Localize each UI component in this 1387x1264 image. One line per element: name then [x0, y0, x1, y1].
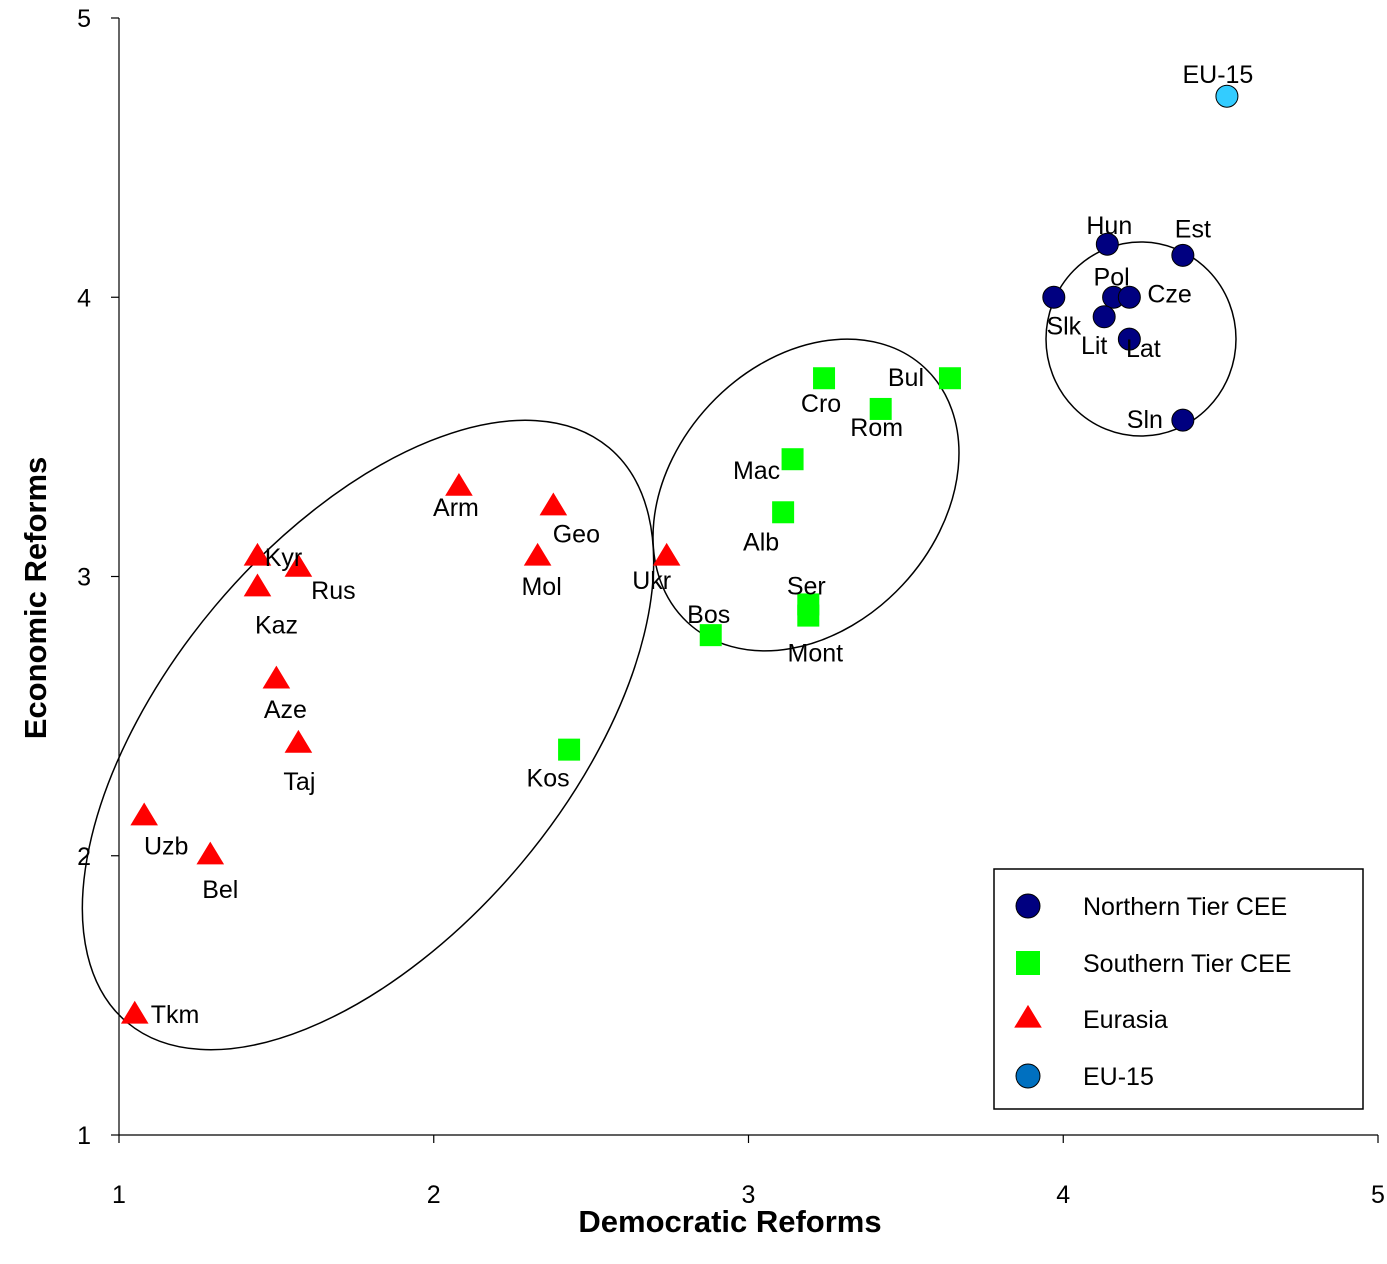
- data-point-est: [1171, 243, 1195, 267]
- point-label-lat: Lat: [1126, 335, 1161, 363]
- point-label-sln: Sln: [1127, 406, 1163, 434]
- legend-marker-2: [1014, 1004, 1042, 1028]
- legend-box: [993, 868, 1364, 1110]
- point-label-uzb: Uzb: [144, 833, 188, 861]
- y-tick-label: 2: [77, 843, 91, 871]
- data-point-rus: [284, 553, 313, 577]
- legend-marker-0: [1015, 893, 1041, 919]
- y-tick-label: 5: [77, 5, 91, 33]
- point-label-kaz: Kaz: [255, 612, 298, 640]
- data-point-mol: [523, 542, 552, 566]
- point-label-mac: Mac: [733, 457, 780, 485]
- legend-marker-1: [1016, 951, 1040, 975]
- x-tick-label: 1: [112, 1181, 126, 1209]
- x-tick-label: 5: [1371, 1181, 1385, 1209]
- data-point-bos: [699, 624, 722, 647]
- data-point-kos: [558, 738, 581, 761]
- y-tick-label: 4: [77, 284, 91, 312]
- point-label-bel: Bel: [202, 876, 238, 904]
- southern-tier-ellipse: [652, 338, 960, 652]
- eurasia-ellipse: [81, 419, 655, 1051]
- point-label-eu-15: EU-15: [1182, 61, 1253, 89]
- legend-label-0: Northern Tier CEE: [1083, 893, 1287, 921]
- point-label-arm: Arm: [433, 494, 479, 522]
- point-label-bul: Bul: [888, 364, 924, 392]
- point-label-est: Est: [1175, 215, 1211, 243]
- data-point-mont: [797, 604, 820, 627]
- x-tick-label: 4: [1056, 1181, 1070, 1209]
- point-label-lit: Lit: [1081, 332, 1107, 360]
- legend-label-2: Eurasia: [1083, 1006, 1168, 1034]
- data-point-uzb: [130, 802, 158, 826]
- data-point-hun: [1095, 232, 1119, 256]
- series-eu-15: [1215, 84, 1239, 108]
- point-label-kos: Kos: [527, 765, 570, 793]
- y-tick-label: 3: [77, 564, 91, 592]
- data-point-lit: [1092, 305, 1116, 329]
- point-label-slk: Slk: [1046, 312, 1081, 340]
- data-point-rom: [869, 397, 892, 420]
- data-point-ukr: [652, 542, 681, 566]
- data-point-cro: [813, 367, 836, 390]
- point-label-cze: Cze: [1147, 280, 1191, 308]
- data-point-cze: [1117, 285, 1141, 309]
- data-point-bul: [938, 367, 961, 390]
- legend: Northern Tier CEE Southern Tier CEE Eurasi…: [993, 868, 1364, 1110]
- data-point-slk: [1042, 285, 1066, 309]
- data-point-kyr: [243, 542, 272, 566]
- legend-label-3: EU-15: [1083, 1063, 1154, 1091]
- series-southern-tier-cee: [558, 367, 961, 761]
- point-label-alb: Alb: [743, 528, 779, 556]
- x-tick-label: 3: [742, 1181, 756, 1209]
- x-tick-label: 2: [427, 1181, 441, 1209]
- point-label-bos: Bos: [687, 601, 730, 629]
- x-axis-title: Democratic Reforms: [578, 1204, 881, 1239]
- data-point-eu-15: [1215, 84, 1239, 108]
- point-label-tkm: Tkm: [151, 1001, 200, 1029]
- data-points: [120, 84, 1239, 1024]
- northern-tier-ellipse: [1045, 241, 1237, 437]
- point-label-mol: Mol: [521, 573, 561, 601]
- y-tick-label: 1: [77, 1122, 91, 1150]
- series-eurasia: [120, 473, 681, 1024]
- data-point-alb: [772, 501, 795, 524]
- point-label-ser: Ser: [787, 572, 826, 600]
- point-label-ukr: Ukr: [632, 567, 671, 595]
- point-label-kyr: Kyr: [265, 544, 303, 572]
- data-point-geo: [539, 492, 568, 516]
- data-point-lat: [1117, 327, 1141, 351]
- point-label-cro: Cro: [801, 390, 841, 418]
- point-label-rom: Rom: [850, 414, 903, 442]
- legend-marker-3: [1015, 1063, 1041, 1089]
- legend-label-1: Southern Tier CEE: [1083, 950, 1291, 978]
- data-point-mac: [781, 448, 804, 471]
- point-label-aze: Aze: [264, 696, 307, 724]
- point-label-rus: Rus: [311, 577, 355, 605]
- data-point-kaz: [243, 573, 272, 597]
- y-axis-title: Economic Reforms: [18, 457, 53, 740]
- point-label-hun: Hun: [1086, 212, 1132, 240]
- data-point-sln: [1171, 408, 1195, 432]
- data-point-bel: [196, 841, 225, 865]
- data-point-taj: [284, 729, 313, 753]
- point-label-mont: Mont: [788, 640, 844, 668]
- data-point-tkm: [120, 1000, 149, 1024]
- data-point-arm: [445, 473, 473, 496]
- series-northern-tier-cee: [1042, 232, 1195, 432]
- axes: 1 2 3 4 5 1 2 3 4 5: [77, 5, 1385, 1209]
- point-label-pol: Pol: [1094, 263, 1130, 291]
- point-label-geo: Geo: [553, 521, 600, 549]
- data-point-aze: [262, 665, 291, 689]
- point-label-taj: Taj: [283, 768, 315, 796]
